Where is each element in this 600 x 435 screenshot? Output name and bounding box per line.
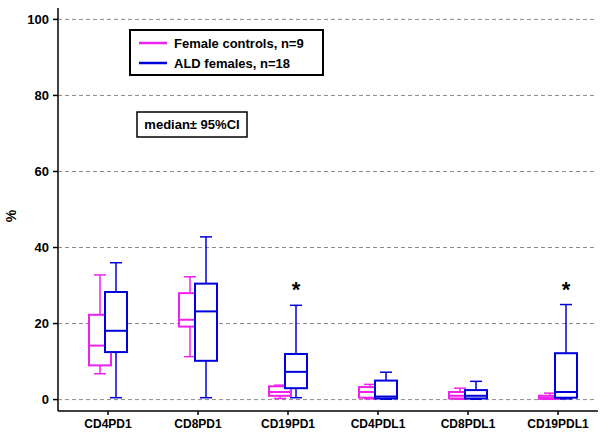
legend-swatch (139, 62, 167, 65)
y-tick-label: 60 (35, 164, 49, 179)
grid-line (58, 171, 594, 172)
significance-marker: * (562, 277, 571, 302)
min-cap (94, 373, 106, 375)
y-axis-label: % (3, 209, 19, 222)
chart: 0 20 40 60 80 100% CD4PD1 CD8PD1 CD19PD1 CD4PDL1 C… (0, 0, 600, 435)
max-cap (110, 262, 122, 264)
x-tick-label: CD19PD1 (261, 417, 315, 431)
significance-marker: * (292, 277, 301, 302)
box (285, 305, 307, 397)
y-tick-label: 0 (42, 392, 49, 407)
grid-line (58, 399, 594, 400)
x-tick (557, 411, 559, 415)
max-cap (380, 371, 392, 373)
max-cap (184, 276, 196, 278)
median-line (465, 395, 487, 397)
grid-line (58, 323, 594, 324)
plot-area (89, 237, 577, 399)
x-tick-label: CD19PDL1 (527, 417, 589, 431)
median-line (285, 371, 307, 373)
median-line (269, 391, 291, 393)
upper-whisker (189, 277, 191, 293)
upper-whisker (99, 275, 101, 315)
max-cap (290, 305, 302, 307)
grid-line (58, 95, 594, 96)
box-body (195, 284, 217, 361)
box-body (555, 353, 577, 397)
legend-swatch (139, 42, 167, 45)
lower-whisker (205, 361, 207, 398)
legend-label: ALD females, n=18 (174, 56, 290, 71)
box-body (465, 390, 487, 398)
box (105, 263, 127, 398)
x-tick-label: CD4PDL1 (351, 417, 406, 431)
annotation: median± 95%CI (144, 117, 239, 132)
y-tick-label: 40 (35, 240, 49, 255)
x-axis (58, 410, 598, 412)
median-line (375, 396, 397, 398)
legend-frame (130, 30, 323, 75)
upper-whisker (205, 237, 207, 284)
grid-line (58, 19, 594, 20)
min-cap (290, 397, 302, 399)
x-tick-label: CD8PD1 (174, 417, 222, 431)
x-tick-label: CD4PD1 (84, 417, 132, 431)
box (555, 305, 577, 399)
lower-whisker (295, 388, 297, 398)
max-cap (94, 274, 106, 276)
min-cap (110, 397, 122, 399)
max-cap (470, 381, 482, 383)
max-cap (200, 236, 212, 238)
legend-label: Female controls, n=9 (174, 36, 304, 51)
upper-whisker (475, 381, 477, 390)
y-tick-label: 100 (27, 12, 49, 27)
upper-whisker (295, 305, 297, 354)
x-tick (287, 411, 289, 415)
lower-whisker (115, 352, 117, 398)
box (195, 237, 217, 398)
x-tick-label: CD8PDL1 (441, 417, 496, 431)
box (375, 372, 397, 399)
y-tick-label: 20 (35, 316, 49, 331)
upper-whisker (385, 372, 387, 380)
min-cap (200, 397, 212, 399)
min-cap (274, 398, 286, 400)
max-cap (560, 304, 572, 306)
max-cap (454, 387, 466, 389)
upper-whisker (565, 305, 567, 354)
box-body (285, 354, 307, 388)
box-body (105, 292, 127, 352)
x-tick (377, 411, 379, 415)
annotation-frame (137, 112, 247, 137)
box (465, 381, 487, 399)
x-tick (107, 411, 109, 415)
box-body (375, 381, 397, 399)
lower-whisker (99, 365, 101, 373)
median-line (555, 391, 577, 393)
y-tick-label: 80 (35, 88, 49, 103)
lower-whisker (189, 327, 191, 357)
legend: Female controls, n=9 ALD females, n=18 (130, 30, 323, 75)
upper-whisker (115, 263, 117, 292)
grid-line (58, 247, 594, 248)
median-line (195, 310, 217, 312)
x-tick (467, 411, 469, 415)
median-line (105, 330, 127, 332)
y-axis (57, 8, 59, 411)
x-tick (197, 411, 199, 415)
